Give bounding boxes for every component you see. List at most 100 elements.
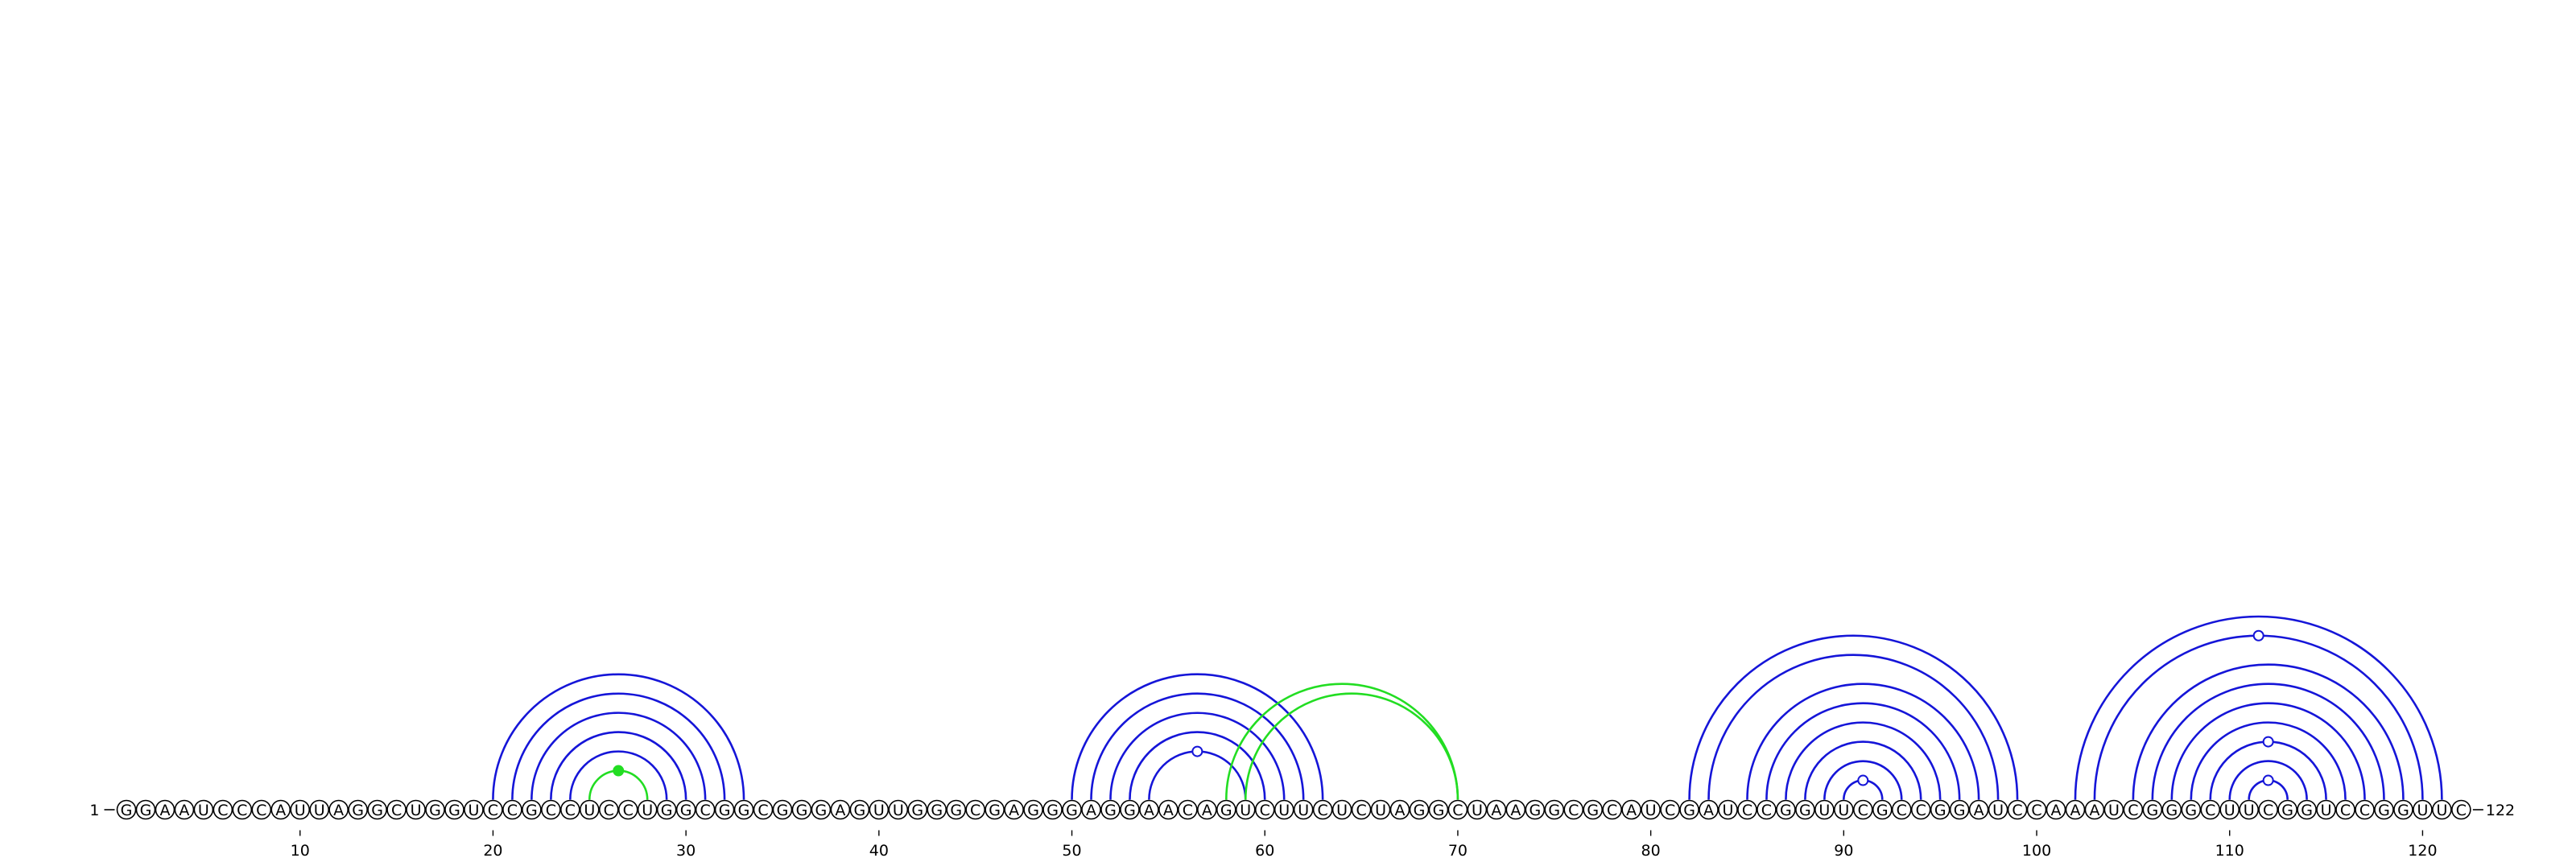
nucleotide-letter-88: G xyxy=(1799,802,1811,819)
nucleotide-letter-108: G xyxy=(2185,802,2197,819)
nucleotide-letter-71: U xyxy=(1472,802,1483,819)
nucleotide-circle-97 xyxy=(1968,799,1989,820)
nucleotide-letter-29: G xyxy=(661,802,673,819)
arc-marker-25-28 xyxy=(613,765,625,777)
nucleotide-30: G xyxy=(675,799,696,820)
nucleotide-letter-19: U xyxy=(468,802,479,819)
nucleotide-circle-72 xyxy=(1486,799,1507,820)
tick-label-40: 40 xyxy=(869,842,889,858)
nucleotide-circle-18 xyxy=(444,799,464,820)
nucleotide-41: U xyxy=(888,799,909,820)
nucleotide-circle-47 xyxy=(1004,799,1024,820)
nucleotide-13: G xyxy=(348,799,368,820)
nucleotide-circle-3 xyxy=(155,799,175,820)
nucleotide-letter-60: C xyxy=(1260,802,1270,819)
nucleotide-letter-106: G xyxy=(2146,802,2158,819)
nucleotide-92: G xyxy=(1872,799,1893,820)
nucleotide-circle-55 xyxy=(1158,799,1179,820)
nucleotide-circle-30 xyxy=(675,799,696,820)
nucleotide-letter-26: C xyxy=(604,802,614,819)
base-pair-arc-58-70 xyxy=(1224,683,1459,800)
nucleotide-22: G xyxy=(522,799,542,820)
nucleotide-circle-107 xyxy=(2161,799,2182,820)
nucleotide-circle-121 xyxy=(2432,799,2452,820)
nucleotide-circle-37 xyxy=(811,799,832,820)
nucleotide-letter-47: A xyxy=(1009,802,1019,819)
nucleotide-7: C xyxy=(232,799,253,820)
nucleotide-letter-55: A xyxy=(1163,802,1174,819)
tick-label-110: 110 xyxy=(2215,842,2244,858)
nucleotide-circle-102 xyxy=(2065,799,2086,820)
nucleotide-circle-34 xyxy=(753,799,774,820)
nucleotide-circle-64 xyxy=(1331,799,1352,820)
nucleotide-letter-68: G xyxy=(1414,802,1426,819)
nucleotide-18: G xyxy=(444,799,464,820)
nucleotide-70: C xyxy=(1447,799,1468,820)
nucleotide-letter-76: C xyxy=(1568,802,1579,819)
nucleotide-78: C xyxy=(1602,799,1622,820)
tick-label-80: 80 xyxy=(1641,842,1661,858)
nucleotide-circle-40 xyxy=(869,799,890,820)
nucleotide-91: C xyxy=(1853,799,1873,820)
nucleotide-letter-72: A xyxy=(1491,802,1501,819)
nucleotide-circle-73 xyxy=(1505,799,1526,820)
nucleotide-47: A xyxy=(1004,799,1024,820)
nucleotide-55: A xyxy=(1158,799,1179,820)
nucleotide-42: G xyxy=(907,799,928,820)
nucleotide-circle-86 xyxy=(1757,799,1777,820)
nucleotide-letter-122: C xyxy=(2456,802,2467,819)
nucleotide-letter-78: C xyxy=(1607,802,1617,819)
nucleotide-letter-63: C xyxy=(1317,802,1327,819)
nucleotide-45: C xyxy=(965,799,985,820)
nucleotide-letter-121: U xyxy=(2436,802,2447,819)
nucleotide-letter-107: G xyxy=(2165,802,2178,819)
nucleotide-118: G xyxy=(2374,799,2394,820)
nucleotide-letter-23: C xyxy=(546,802,556,819)
nucleotide-letter-51: A xyxy=(1086,802,1096,819)
nucleotide-62: U xyxy=(1293,799,1314,820)
nucleotide-circle-71 xyxy=(1467,799,1488,820)
nucleotide-64: U xyxy=(1331,799,1352,820)
nucleotide-letter-113: G xyxy=(2281,802,2293,819)
nucleotide-letter-38: A xyxy=(835,802,845,819)
nucleotide-19: U xyxy=(464,799,484,820)
nucleotide-37: G xyxy=(811,799,832,820)
base-pair-arc-109-115 xyxy=(2209,740,2327,800)
arc-marker-111-113 xyxy=(2262,774,2274,786)
nucleotide-9: A xyxy=(270,799,291,820)
nucleotide-letter-58: G xyxy=(1220,802,1232,819)
nucleotide-letter-99: C xyxy=(2012,802,2022,819)
nucleotide-letter-27: C xyxy=(623,802,634,819)
nucleotide-24: C xyxy=(560,799,580,820)
nucleotide-letter-1: G xyxy=(121,802,133,819)
nucleotide-58: G xyxy=(1216,799,1236,820)
nucleotide-122: C xyxy=(2451,799,2471,820)
nucleotide-15: C xyxy=(386,799,407,820)
tick-label-100: 100 xyxy=(2022,842,2051,858)
nucleotide-letter-104: U xyxy=(2108,802,2120,819)
nucleotide-88: G xyxy=(1795,799,1815,820)
nucleotide-letter-4: A xyxy=(179,802,189,819)
nucleotide-94: C xyxy=(1910,799,1931,820)
nucleotide-letter-16: U xyxy=(411,802,422,819)
base-pair-arc-86-96 xyxy=(1765,702,1961,800)
nucleotide-circle-24 xyxy=(560,799,580,820)
tick-label-90: 90 xyxy=(1834,842,1853,858)
base-pair-arc-59-70 xyxy=(1244,692,1459,800)
base-pair-arc-88-94 xyxy=(1804,740,1922,800)
nucleotide-letter-30: G xyxy=(680,802,692,819)
nucleotide-circle-38 xyxy=(830,799,851,820)
nucleotide-letter-117: C xyxy=(2359,802,2370,819)
nucleotide-circle-9 xyxy=(270,799,291,820)
nucleotide-117: C xyxy=(2355,799,2375,820)
nucleotide-circle-57 xyxy=(1197,799,1217,820)
nucleotide-81: C xyxy=(1660,799,1680,820)
nucleotide-letter-94: C xyxy=(1916,802,1926,819)
nucleotide-letter-73: A xyxy=(1510,802,1521,819)
nucleotide-circle-54 xyxy=(1139,799,1159,820)
nucleotide-letter-13: G xyxy=(352,802,364,819)
nucleotide-10: U xyxy=(290,799,311,820)
arc-marker-90-92 xyxy=(1857,774,1869,786)
nucleotide-104: U xyxy=(2103,799,2124,820)
